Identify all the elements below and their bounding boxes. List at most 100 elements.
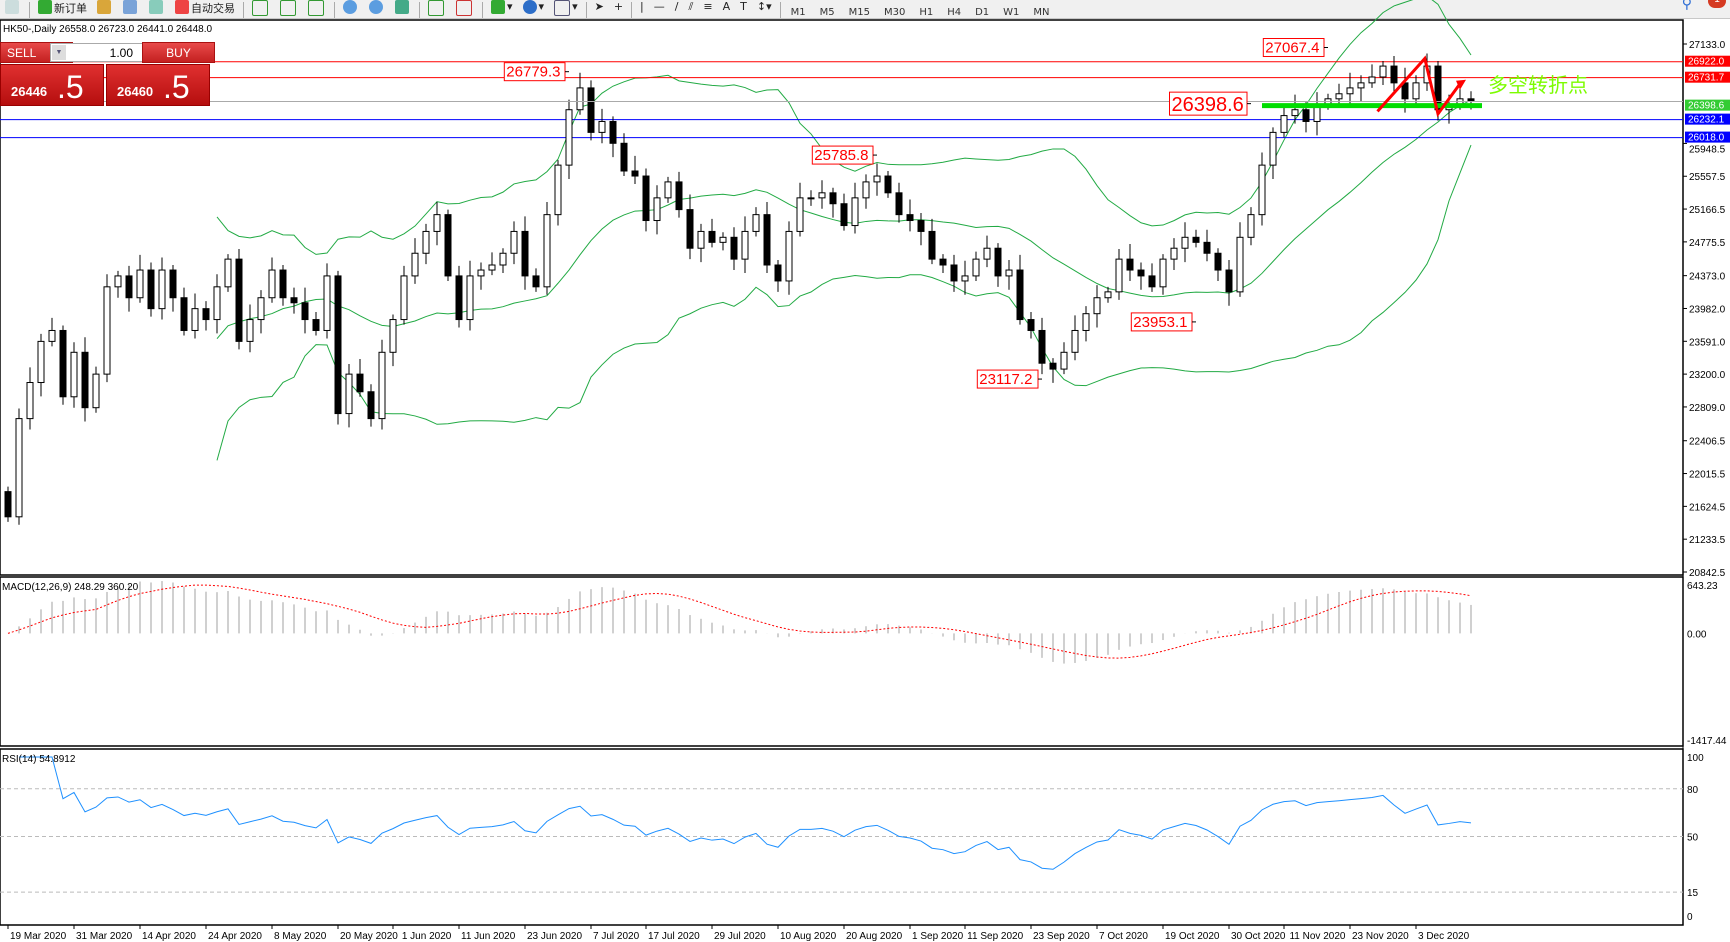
- candle-bullish: [389, 319, 397, 353]
- indicators-button[interactable]: ▾: [486, 0, 518, 18]
- tile-windows-button[interactable]: [390, 0, 416, 18]
- text-label-button[interactable]: T: [735, 0, 752, 18]
- search-icon[interactable]: ⚲: [1681, 0, 1692, 12]
- candle-bullish: [1104, 291, 1112, 299]
- periods-button[interactable]: ▾: [518, 0, 550, 18]
- price-tag: 26398.6: [1688, 101, 1725, 112]
- candle-bullish: [477, 269, 485, 277]
- candle-bearish: [147, 269, 155, 310]
- notification-badge[interactable]: 1: [1708, 0, 1726, 8]
- price-tag: 26731.7: [1688, 73, 1725, 84]
- navigator-button[interactable]: [118, 0, 144, 18]
- signals-button[interactable]: [144, 0, 170, 18]
- trendline-button[interactable]: /: [670, 0, 684, 18]
- fibonacci-button[interactable]: ≡: [698, 0, 717, 18]
- price-axis-label: 23200.0: [1689, 370, 1726, 381]
- timeframe-w1[interactable]: W1: [1003, 7, 1020, 18]
- autoscroll-button[interactable]: [423, 0, 451, 18]
- magnifier-icon: [5, 0, 19, 14]
- cursor-button[interactable]: ➤: [590, 0, 609, 18]
- candle-bullish: [796, 197, 804, 232]
- candle-bullish: [1181, 236, 1189, 249]
- candle-bullish: [851, 197, 859, 227]
- candle-bearish: [884, 175, 892, 194]
- candle-bullish: [1159, 258, 1167, 288]
- new-order-icon: [38, 0, 52, 14]
- price-annotation: 23953.1: [1133, 314, 1187, 331]
- candlestick-icon: [280, 0, 296, 16]
- fibonacci-icon: ≡: [703, 0, 713, 13]
- crosshair-button[interactable]: +: [609, 0, 628, 18]
- chart-shift-icon: [456, 0, 472, 16]
- candle-bearish: [279, 269, 287, 299]
- candle-bullish: [653, 197, 661, 222]
- candle-bearish: [895, 192, 903, 216]
- lot-decrease-button[interactable]: ▼: [52, 45, 66, 60]
- timeframe-d1[interactable]: D1: [975, 7, 990, 18]
- candlestick-button[interactable]: [275, 0, 303, 18]
- timeframe-m15[interactable]: M15: [848, 7, 870, 18]
- candle-bearish: [928, 230, 936, 260]
- buy-button[interactable]: BUY: [142, 42, 215, 63]
- lot-size-value: 1.00: [109, 46, 133, 60]
- timeframe-m1[interactable]: M1: [790, 7, 806, 18]
- price-axis-label: 25948.5: [1689, 145, 1726, 156]
- toolbar: 新订单 自动交易 ▾ ▾ ▾ ➤ + | — / ⫽ ≡ A T ↕▾ M1 M…: [0, 0, 1730, 19]
- date-axis-label: 24 Apr 2020: [208, 931, 262, 942]
- candle-bearish: [917, 220, 925, 232]
- autoscroll-icon: [428, 0, 444, 16]
- candle-bearish: [1302, 109, 1310, 122]
- chart-shift-button[interactable]: [451, 0, 479, 18]
- sell-price-button[interactable]: 26446 .5: [0, 64, 104, 106]
- zoom-out-button[interactable]: [364, 0, 390, 18]
- candle-bearish: [939, 258, 947, 266]
- timeframe-mn[interactable]: MN: [1033, 7, 1050, 18]
- text-button[interactable]: A: [718, 0, 736, 18]
- horizontal-line-button[interactable]: —: [649, 0, 670, 18]
- channel-button[interactable]: ⫽: [683, 0, 698, 18]
- candle-bearish: [950, 264, 958, 282]
- zoom-out-icon: [369, 0, 383, 14]
- macd-axis-label: 0.00: [1687, 629, 1707, 640]
- candle-bearish: [1016, 269, 1024, 321]
- candle-bullish: [114, 275, 122, 288]
- candle-bearish: [686, 209, 694, 249]
- trendline-icon: /: [674, 0, 679, 13]
- auto-trading-icon: [175, 0, 189, 14]
- vertical-line-button[interactable]: |: [635, 0, 649, 18]
- timeframe-h4[interactable]: H4: [947, 7, 962, 18]
- auto-trading-button[interactable]: 自动交易: [170, 0, 240, 18]
- candle-bearish: [1049, 362, 1057, 370]
- candle-bullish: [1005, 269, 1013, 277]
- bollinger-lower: [216, 144, 1472, 461]
- candle-bullish: [961, 275, 969, 282]
- candle-bullish: [1247, 214, 1255, 238]
- buy-price-main: 26460: [117, 84, 154, 99]
- candle-bearish: [4, 491, 12, 518]
- buy-price-button[interactable]: 26460 .5: [106, 64, 210, 106]
- zoom-in-button[interactable]: [338, 0, 364, 18]
- templates-button[interactable]: ▾: [549, 0, 583, 18]
- timeframe-m30[interactable]: M30: [883, 7, 906, 18]
- bar-chart-button[interactable]: [247, 0, 275, 18]
- line-chart-button[interactable]: [303, 0, 331, 18]
- candle-bearish: [455, 275, 463, 321]
- zoom-tool-button[interactable]: [0, 0, 26, 18]
- candle-bearish: [587, 87, 595, 133]
- candle-bearish: [169, 269, 177, 299]
- candle-bearish: [642, 175, 650, 222]
- candle-bearish: [521, 230, 529, 277]
- candle-bullish: [191, 308, 199, 331]
- market-watch-button[interactable]: [92, 0, 118, 18]
- new-order-button[interactable]: 新订单: [33, 0, 92, 18]
- candle-bullish: [1335, 93, 1343, 100]
- macd-signal-line: [7, 584, 1472, 659]
- timeframe-h1[interactable]: H1: [919, 7, 934, 18]
- candle-bullish: [224, 258, 232, 288]
- arrows-button[interactable]: ↕▾: [752, 0, 777, 18]
- candle-bullish: [1357, 82, 1365, 89]
- candle-bearish: [1027, 319, 1035, 331]
- timeframe-m5[interactable]: M5: [819, 7, 835, 18]
- candle-bearish: [1038, 329, 1046, 364]
